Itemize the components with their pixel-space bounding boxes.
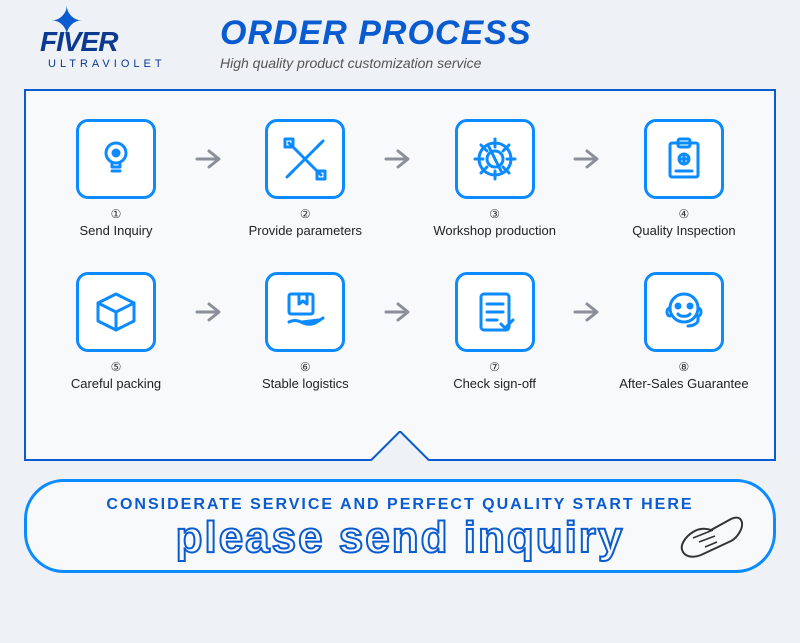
step-number: ① xyxy=(111,207,122,221)
clipboard-icon xyxy=(644,119,724,199)
step-check-sign-off: ⑦ Check sign-off xyxy=(425,272,565,391)
step-after-sales-guarantee: ⑧ After-Sales Guarantee xyxy=(614,272,754,391)
arrow-icon xyxy=(569,300,609,324)
arrow-icon xyxy=(191,300,231,324)
step-label: Quality Inspection xyxy=(632,223,735,238)
process-panel: ① Send Inquiry ② Provide parameters ③ Wo… xyxy=(24,89,776,461)
step-number: ⑥ xyxy=(300,360,311,374)
step-number: ② xyxy=(300,207,311,221)
step-quality-inspection: ④ Quality Inspection xyxy=(614,119,754,238)
step-workshop-production: ③ Workshop production xyxy=(425,119,565,238)
arrow-icon xyxy=(569,147,609,171)
step-number: ③ xyxy=(489,207,500,221)
page-subtitle: High quality product customization servi… xyxy=(220,55,532,71)
bulb-icon xyxy=(76,119,156,199)
step-number: ⑤ xyxy=(111,360,122,374)
step-stable-logistics: ⑥ Stable logistics xyxy=(235,272,375,391)
gear-icon xyxy=(455,119,535,199)
step-provide-parameters: ② Provide parameters xyxy=(235,119,375,238)
pointing-hand-icon xyxy=(663,510,743,560)
box-icon xyxy=(76,272,156,352)
step-label: Provide parameters xyxy=(249,223,362,238)
step-careful-packing: ⑤ Careful packing xyxy=(46,272,186,391)
step-label: Send Inquiry xyxy=(80,223,153,238)
title-block: ORDER PROCESS High quality product custo… xyxy=(220,14,532,71)
handbox-icon xyxy=(265,272,345,352)
cta-line2: please send inquiry xyxy=(47,516,753,560)
logo: ✦ FIVER ULTRAVIOLET xyxy=(40,8,190,70)
step-label: Check sign-off xyxy=(453,376,536,391)
tools-icon xyxy=(265,119,345,199)
arrow-icon xyxy=(191,147,231,171)
step-send-inquiry: ① Send Inquiry xyxy=(46,119,186,238)
logo-star-icon: ✦ xyxy=(50,2,84,42)
support-icon xyxy=(644,272,724,352)
step-number: ⑦ xyxy=(489,360,500,374)
process-row-2: ⑤ Careful packing ⑥ Stable logistics ⑦ C… xyxy=(46,272,754,391)
header: ✦ FIVER ULTRAVIOLET ORDER PROCESS High q… xyxy=(0,0,800,71)
panel-notch xyxy=(370,431,430,461)
step-label: Careful packing xyxy=(71,376,161,391)
step-label: Workshop production xyxy=(433,223,556,238)
cta-line1: CONSIDERATE SERVICE AND PERFECT QUALITY … xyxy=(47,496,753,514)
arrow-icon xyxy=(380,147,420,171)
step-number: ④ xyxy=(679,207,690,221)
logo-subbrand: ULTRAVIOLET xyxy=(48,58,190,70)
arrow-icon xyxy=(380,300,420,324)
cta-banner[interactable]: CONSIDERATE SERVICE AND PERFECT QUALITY … xyxy=(24,479,776,573)
step-number: ⑧ xyxy=(679,360,690,374)
page-title: ORDER PROCESS xyxy=(220,14,532,53)
step-label: Stable logistics xyxy=(262,376,349,391)
checklist-icon xyxy=(455,272,535,352)
step-label: After-Sales Guarantee xyxy=(619,376,748,391)
process-row-1: ① Send Inquiry ② Provide parameters ③ Wo… xyxy=(46,119,754,238)
